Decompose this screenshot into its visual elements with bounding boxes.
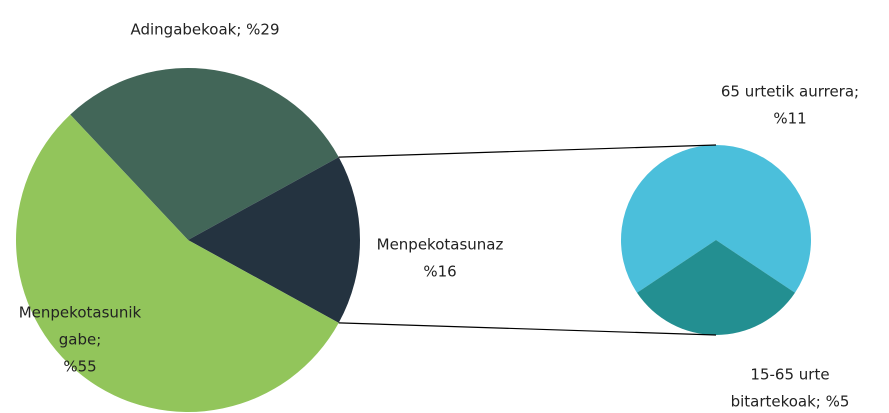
pie-slice bbox=[16, 114, 339, 412]
data-label: %55 bbox=[63, 358, 96, 376]
data-label: Menpekotasunik bbox=[19, 304, 142, 322]
data-label: bitartekoak; %5 bbox=[731, 393, 850, 411]
data-label: gabe; bbox=[59, 331, 102, 349]
secondary-pie-slice bbox=[621, 145, 811, 293]
secondary-pie-slice bbox=[637, 240, 795, 335]
data-label: Menpekotasunaz bbox=[377, 236, 504, 254]
connector-line bbox=[338, 144, 717, 158]
data-label: Adingabekoak; %29 bbox=[130, 21, 279, 39]
connector-line bbox=[338, 322, 717, 336]
pie-slice bbox=[188, 157, 360, 323]
data-label: 65 urtetik aurrera; bbox=[721, 83, 859, 101]
pie-slice bbox=[70, 68, 339, 240]
data-label: %16 bbox=[423, 263, 456, 281]
data-label: 15-65 urte bbox=[750, 366, 829, 384]
data-label: %11 bbox=[773, 110, 806, 128]
